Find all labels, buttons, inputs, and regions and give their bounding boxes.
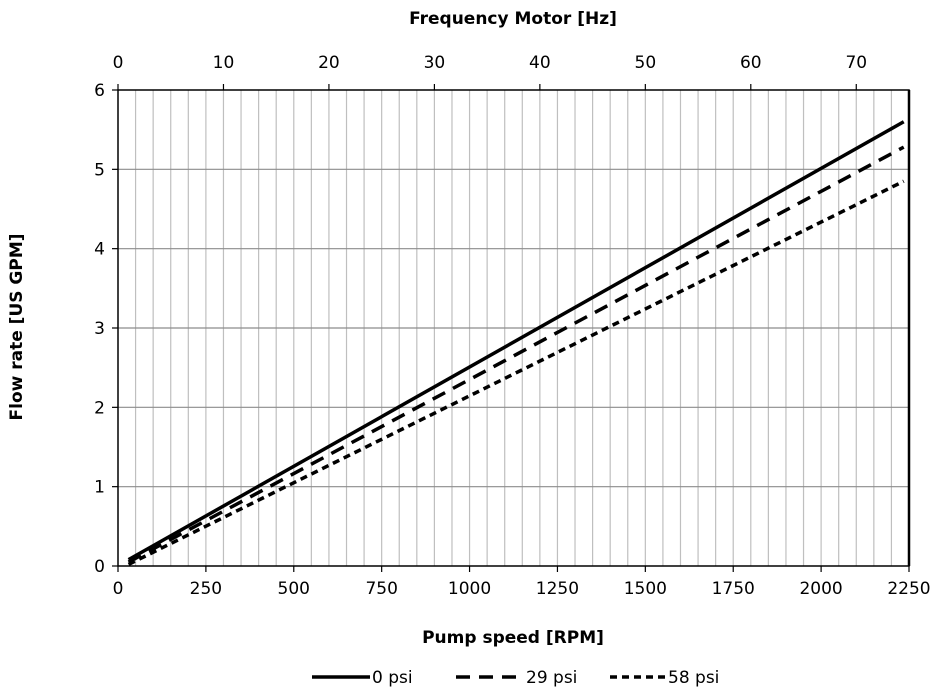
x2-tick-label: 10: [213, 53, 235, 73]
x-tick-label: 2000: [799, 579, 842, 599]
x-tick-label: 2250: [887, 579, 930, 599]
y-tick-label: 3: [94, 319, 105, 339]
y-tick-label: 6: [94, 81, 105, 101]
x-tick-label: 750: [365, 579, 397, 599]
x2-tick-label: 30: [424, 53, 446, 73]
y-tick-label: 5: [94, 160, 105, 180]
x-tick-label: 500: [278, 579, 310, 599]
axes: [112, 84, 911, 572]
y-tick-label: 4: [94, 240, 105, 260]
x-axis-title: Pump speed [RPM]: [422, 628, 604, 648]
x2-tick-label: 70: [845, 53, 867, 73]
x-tick-label: 0: [113, 579, 124, 599]
x2-tick-label: 60: [740, 53, 762, 73]
tick-labels: 0 250 500 750 1000 1250 1500 1750 2000 2250012345…: [94, 53, 930, 599]
legend-label-58-psi: 58 psi: [668, 668, 719, 688]
legend: 0 psi 29 psi 58 psi: [312, 668, 719, 688]
y-tick-label: 2: [94, 398, 105, 418]
series-lines: [127, 120, 905, 566]
x2-tick-label: 40: [529, 53, 551, 73]
x-tick-label: 1500: [624, 579, 667, 599]
x-tick-label: 1000: [448, 579, 491, 599]
series-line-0-psi: [127, 120, 905, 562]
y-tick-label: 1: [94, 478, 105, 498]
x2-axis-title: Frequency Motor [Hz]: [409, 9, 617, 29]
grid: [118, 90, 909, 566]
x-tick-label: 1750: [712, 579, 755, 599]
y-tick-label: 0: [94, 557, 105, 577]
legend-label-29-psi: 29 psi: [526, 668, 577, 688]
series-line-58-psi: [127, 179, 905, 566]
y-axis-title: Flow rate [US GPM]: [7, 233, 27, 420]
x2-tick-label: 50: [635, 53, 657, 73]
x-tick-label: 250: [190, 579, 222, 599]
x-tick-label: 1250: [536, 579, 579, 599]
legend-label-0-psi: 0 psi: [372, 668, 413, 688]
x2-tick-label: 20: [318, 53, 340, 73]
x2-tick-label: 0: [113, 53, 124, 73]
series-line-29-psi: [127, 145, 905, 564]
